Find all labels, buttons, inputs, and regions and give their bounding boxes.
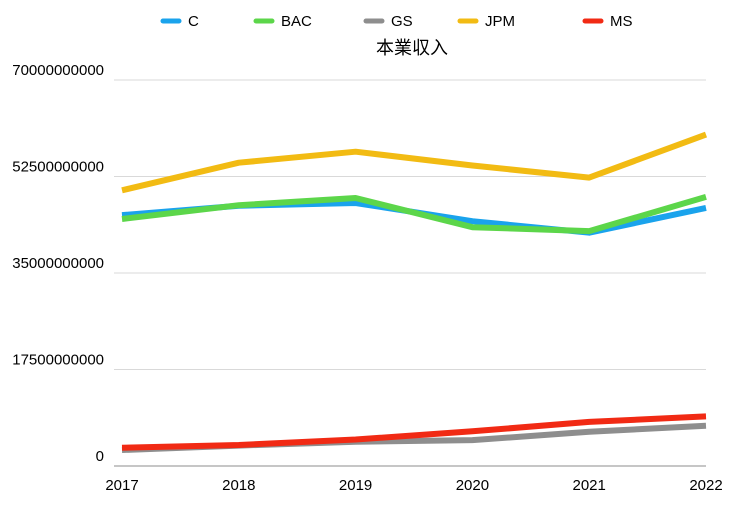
- legend-label: MS: [610, 13, 633, 30]
- legend-item-bac: BAC: [253, 13, 312, 30]
- legend-item-jpm: JPM: [457, 13, 515, 30]
- grid: [114, 79, 706, 467]
- series-lines: [121, 131, 708, 453]
- chart-title: 本業収入: [376, 38, 448, 58]
- y-tick-label: 35000000000: [12, 255, 104, 272]
- legend-label: GS: [391, 13, 413, 30]
- series-jpm: [121, 131, 708, 194]
- y-tick-label: 70000000000: [12, 62, 104, 79]
- series-line-ms: [121, 413, 707, 451]
- y-tick-label: 0: [96, 448, 104, 465]
- x-tick-label: 2020: [456, 477, 489, 494]
- x-tick-label: 2017: [105, 477, 138, 494]
- legend-item-gs: GS: [363, 13, 413, 30]
- legend-item-c: C: [160, 13, 199, 30]
- legend: C BAC GS JPM MS: [160, 13, 633, 30]
- y-tick-label: 17500000000: [12, 352, 104, 369]
- legend-label: C: [188, 13, 199, 30]
- legend-label: BAC: [281, 13, 312, 30]
- x-tick-label: 2021: [573, 477, 606, 494]
- x-tick-label: 2022: [689, 477, 722, 494]
- y-axis-ticks: 0 17500000000 35000000000 52500000000 700000…: [12, 62, 104, 465]
- x-axis-ticks: 2017 2018 2019 2020 2021 2022: [105, 477, 722, 494]
- series-bac: [121, 194, 707, 235]
- series-line-bac: [121, 194, 707, 235]
- y-tick-label: 52500000000: [12, 159, 104, 176]
- series-line-jpm: [121, 131, 708, 194]
- legend-label: JPM: [485, 13, 515, 30]
- x-tick-label: 2019: [339, 477, 372, 494]
- x-tick-label: 2018: [222, 477, 255, 494]
- series-ms: [121, 413, 707, 451]
- legend-item-ms: MS: [582, 13, 633, 30]
